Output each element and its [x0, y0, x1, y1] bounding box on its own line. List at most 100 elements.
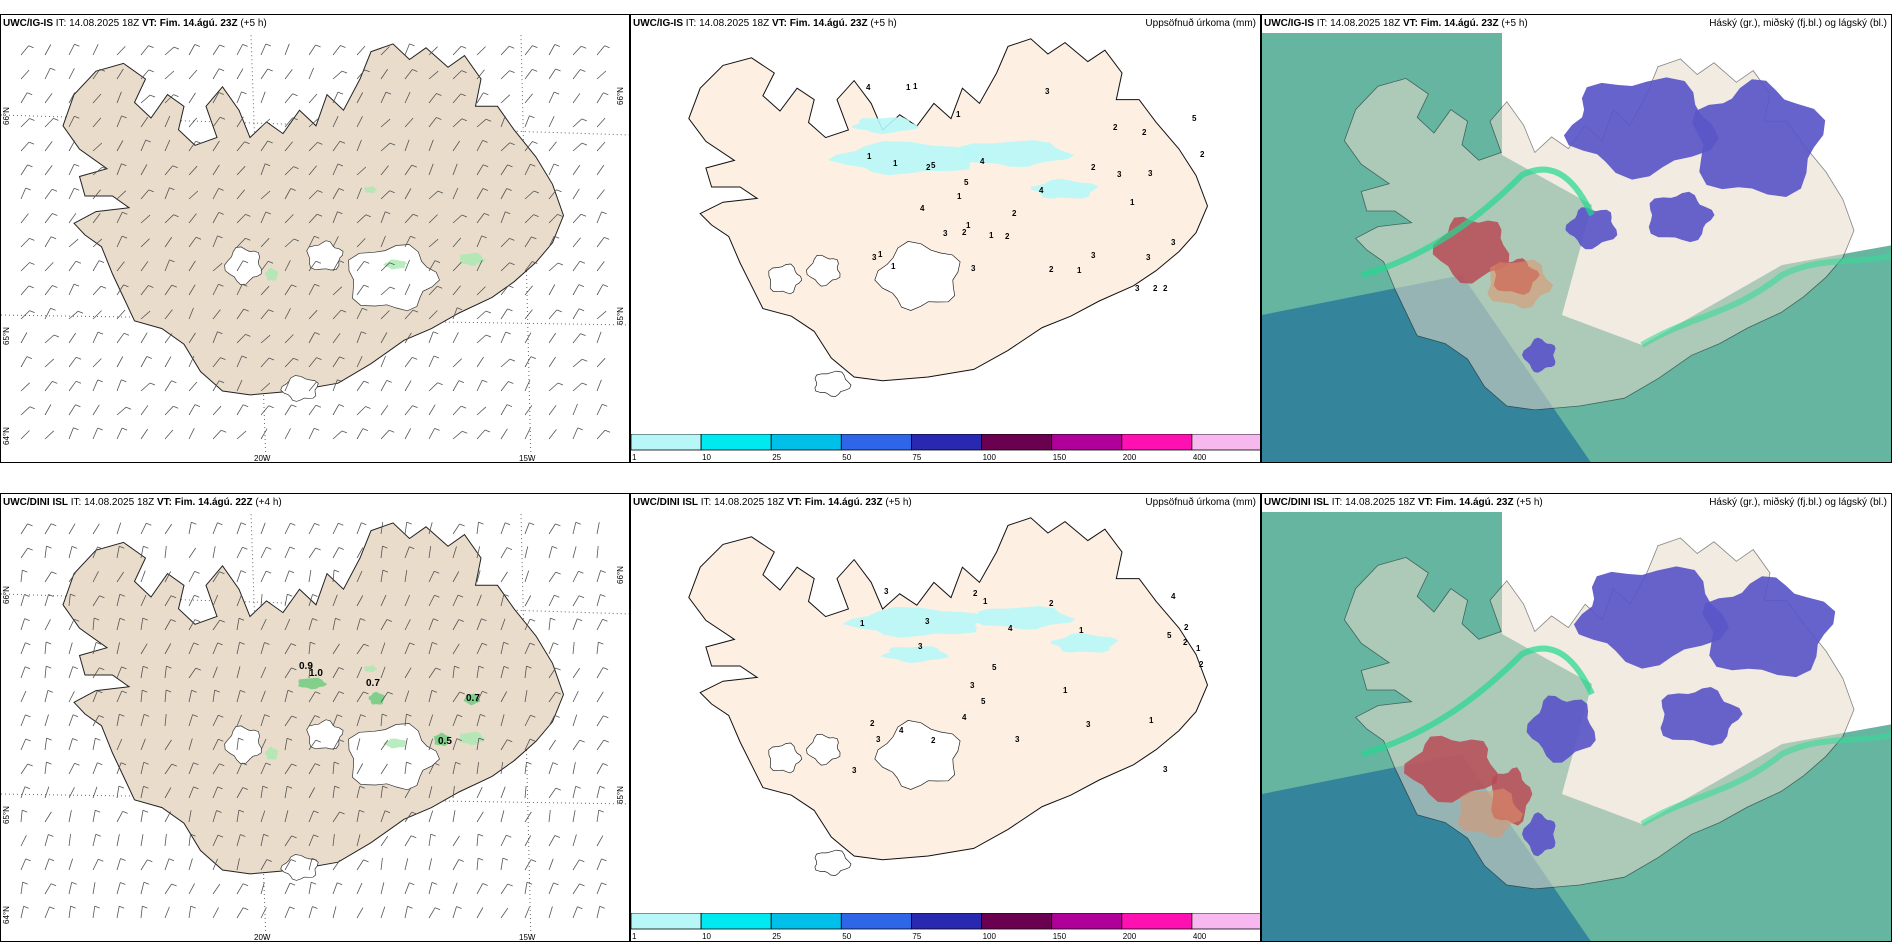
precip-amount-label: 1: [891, 262, 896, 271]
precip-amount-label: 2: [1091, 163, 1096, 172]
latitude-label: 64°N: [2, 427, 11, 445]
precip-amount-label: 5: [1167, 631, 1172, 640]
panel-header: UWC/IG-IS IT: 14.08.2025 18Z VT: Fim. 14…: [1264, 18, 1528, 29]
colorbar-swatch: [1051, 434, 1123, 451]
colorbar: 1 10 25 50 75 100 150 200 400: [631, 434, 1260, 462]
precip-amount-label: 2: [1199, 660, 1204, 669]
precip-amount-label: 1: [913, 82, 918, 91]
precip-amount-label: 3: [971, 264, 976, 273]
precip-amount-label: 3: [1163, 765, 1168, 774]
panel-field-label: Háský (gr.), miðský (fj.bl.) og lágský (…: [1709, 497, 1887, 508]
precip-amount-label: 1: [906, 83, 911, 92]
colorbar-swatch: [631, 434, 702, 451]
precip-amount-label: 1: [966, 221, 971, 230]
colorbar-tick: 400: [1193, 453, 1207, 462]
longitude-label: 15W: [519, 933, 536, 942]
colorbar-swatch: [981, 913, 1053, 930]
precip-amount-label: 2: [1184, 623, 1189, 632]
precip-amount-label: 2: [1142, 128, 1147, 137]
precip-amount-label: 4: [866, 83, 871, 92]
colorbar-tick: 100: [983, 932, 997, 941]
precip-amount-label: 3: [884, 587, 889, 596]
latitude-label: 64°N: [2, 906, 11, 924]
longitude-label: 20W: [254, 933, 271, 942]
precip-amount-label: 1: [1063, 686, 1068, 695]
precip-amount-label: 3: [943, 229, 948, 238]
precip-amount-label: 3: [918, 642, 923, 651]
cloud-panel-top: UWC/IG-IS IT: 14.08.2025 18Z VT: Fim. 14…: [1261, 14, 1892, 463]
wind-panel-top: UWC/IG-IS IT: 14.08.2025 18Z VT: Fim. 14…: [0, 14, 630, 463]
latitude-label: 65°N: [2, 806, 11, 824]
latitude-label: 66°N: [2, 107, 11, 125]
colorbar-swatch: [910, 913, 982, 930]
colorbar-tick: 75: [912, 453, 921, 462]
latitude-label: 65°N: [616, 307, 625, 325]
panel-header: UWC/IG-IS IT: 14.08.2025 18Z VT: Fim. 14…: [3, 18, 267, 29]
colorbar-swatch: [1191, 913, 1260, 930]
precip-amount-label: 1: [1196, 644, 1201, 653]
colorbar-tick: 10: [702, 932, 711, 941]
precip-amount-label: 2: [1200, 150, 1205, 159]
precip-amount-label: 1: [989, 231, 994, 240]
precip-amount-label: 4: [899, 726, 904, 735]
cloud-panel-bottom: UWC/DINI ISL IT: 14.08.2025 18Z VT: Fim.…: [1261, 493, 1892, 942]
panel-header: UWC/DINI ISL IT: 14.08.2025 18Z VT: Fim.…: [3, 497, 282, 508]
wind-map: 66°N 65°N 64°N 66°N 65°N 20W 15W 0.91.0 0.7 0.7 0.…: [1, 513, 629, 942]
precip-amount-label: 3: [876, 735, 881, 744]
colorbar-tick: 1: [632, 932, 637, 941]
precip-amount-label: 4: [1008, 624, 1013, 633]
colorbar: 1 10 25 50 75 100 150 200 400: [631, 913, 1260, 941]
wind-panel-bottom: UWC/DINI ISL IT: 14.08.2025 18Z VT: Fim.…: [0, 493, 630, 942]
colorbar-tick: 150: [1053, 932, 1067, 941]
precip-amount-label: 3: [1045, 87, 1050, 96]
longitude-label: 20W: [254, 454, 271, 463]
longitude-label: 15W: [519, 454, 536, 463]
colorbar-swatch: [1121, 913, 1193, 930]
precip-amount-label: 2: [962, 228, 967, 237]
precip-amount-label: 5: [931, 161, 936, 170]
precip-amount-label: 1: [860, 619, 865, 628]
precip-amount-label: 1: [1079, 626, 1084, 635]
precip-amount-label: 1: [1077, 266, 1082, 275]
latitude-label: 65°N: [2, 327, 11, 345]
precip-amount-label: 2: [1183, 638, 1188, 647]
precip-value-label: 0.5: [438, 736, 452, 747]
precip-amount-label: 4: [980, 157, 985, 166]
cloud-map: [1262, 512, 1891, 941]
precip-amount-label: 3: [1135, 284, 1140, 293]
panel-header: UWC/DINI ISL IT: 14.08.2025 18Z VT: Fim.…: [1264, 497, 1543, 508]
precip-amount-label: 3: [852, 766, 857, 775]
colorbar-swatch: [770, 434, 842, 451]
precip-amount-label: 2: [926, 163, 931, 172]
precip-amount-label: 3: [970, 681, 975, 690]
precip-value-label: 0.7: [366, 678, 380, 689]
precip-amount-label: 1: [1130, 198, 1135, 207]
colorbar-tick: 25: [772, 932, 781, 941]
colorbar-swatch: [1191, 434, 1260, 451]
precip-amount-label: 2: [931, 736, 936, 745]
precip-amount-label: 4: [920, 204, 925, 213]
precip-amount-label: 2: [1012, 209, 1017, 218]
panel-header: UWC/IG-IS IT: 14.08.2025 18Z VT: Fim. 14…: [633, 18, 897, 29]
precip-amount-label: 4: [1171, 592, 1176, 601]
precip-amount-label: 3: [872, 253, 877, 262]
precip-amount-label: 2: [1153, 284, 1158, 293]
precip-amount-label: 1: [956, 110, 961, 119]
colorbar-swatch: [981, 434, 1053, 451]
colorbar-swatch: [770, 913, 842, 930]
precip-value-label: 1.0: [309, 668, 323, 679]
precip-amount-label: 3: [1015, 735, 1020, 744]
precip-value-label: 0.9: [299, 661, 313, 672]
precip-panel-bottom: UWC/DINI ISL IT: 14.08.2025 18Z VT: Fim.…: [630, 493, 1261, 942]
precip-amount-label: 3: [1086, 720, 1091, 729]
panel-field-label: Uppsöfnuð úrkoma (mm): [1145, 18, 1256, 29]
precip-amount-label: 2: [1163, 284, 1168, 293]
precip-amount-label: 4: [1039, 186, 1044, 195]
colorbar-tick: 100: [983, 453, 997, 462]
precip-amount-label: 5: [1192, 114, 1197, 123]
precip-amount-label: 1: [867, 152, 872, 161]
colorbar-tick: 25: [772, 453, 781, 462]
precip-amount-label: 2: [1049, 265, 1054, 274]
